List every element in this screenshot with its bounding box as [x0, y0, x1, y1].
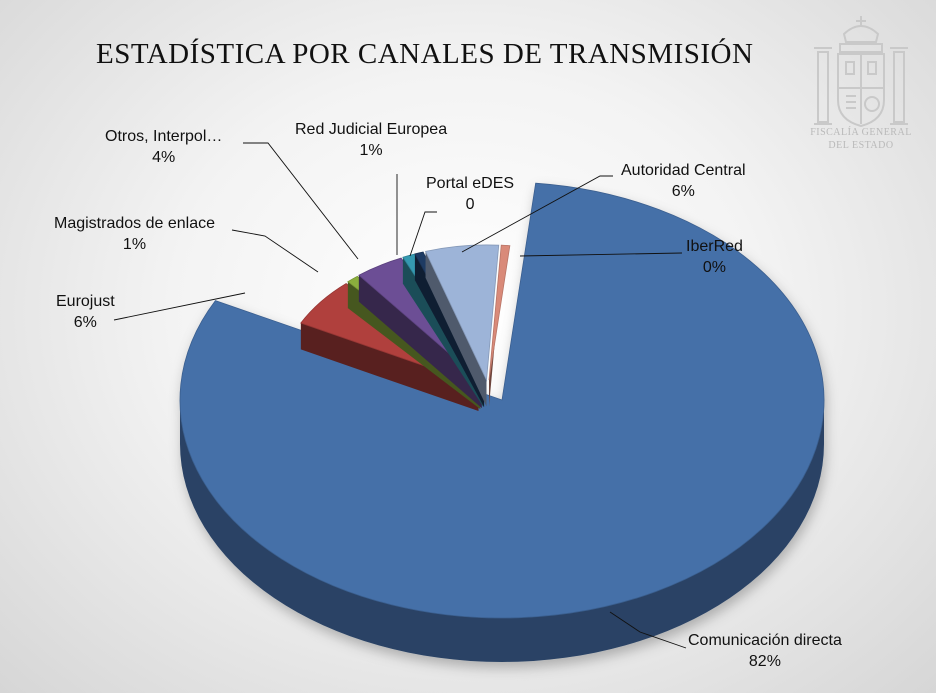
leader-line-0 [609, 611, 687, 649]
label-value: 1% [359, 142, 383, 159]
leader-line-1 [113, 292, 246, 321]
leader-line-6 [461, 175, 613, 253]
label-name: Eurojust [56, 293, 115, 310]
label-iberred: IberRed 0% [686, 236, 743, 278]
label-value: 6% [73, 314, 97, 331]
watermark-line1: FISCALÍA GENERAL [810, 127, 912, 138]
label-value: 4% [152, 149, 176, 166]
label-value: 0 [465, 196, 475, 213]
pie-slice-7 [488, 244, 511, 407]
pie-slice-6 [424, 244, 500, 407]
watermark-line2: DEL ESTADO [828, 140, 894, 151]
label-value: 82% [748, 653, 781, 670]
leader-line-7 [519, 252, 683, 257]
watermark-text: FISCALÍA GENERAL DEL ESTADO [800, 126, 922, 152]
label-autoridad-central: Autoridad Central 6% [621, 160, 746, 202]
label-name: Red Judicial Europea [295, 121, 448, 138]
label-value: 1% [122, 236, 147, 253]
pie-slice-0 [179, 182, 825, 662]
label-eurojust: Eurojust 6% [56, 291, 115, 333]
label-comunicacion-directa: Comunicación directa 82% [688, 630, 842, 672]
chart-title: ESTADÍSTICA POR CANALES DE TRANSMISIÓN [96, 38, 754, 70]
coat-of-arms-icon [814, 16, 908, 128]
label-otros-interpol: Otros, Interpol… 4% [105, 126, 222, 168]
label-name: Magistrados de enlace [54, 215, 215, 232]
label-value: 6% [671, 183, 695, 200]
label-name: IberRed [686, 238, 743, 255]
leader-line-3 [243, 142, 359, 260]
label-red-judicial-europea: Red Judicial Europea 1% [295, 119, 447, 161]
label-portal-edes: Portal eDES 0 [426, 173, 514, 215]
label-name: Portal eDES [426, 175, 515, 192]
label-magistrados-de-enlace: Magistrados de enlace 1% [54, 213, 215, 255]
label-value: 0% [702, 259, 727, 276]
label-name: Autoridad Central [621, 162, 746, 179]
leader-line-2 [231, 229, 319, 273]
label-name: Otros, Interpol… [105, 128, 223, 145]
leader-line-5 [409, 211, 437, 257]
label-name: Comunicación directa [688, 632, 842, 649]
